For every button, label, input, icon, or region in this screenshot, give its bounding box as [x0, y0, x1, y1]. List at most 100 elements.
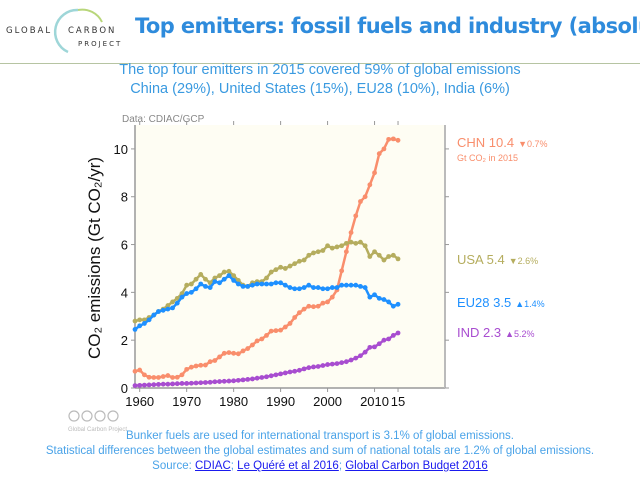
- data-point-eu28: [231, 278, 237, 283]
- data-point-ind: [226, 378, 232, 384]
- data-point-ind: [132, 383, 138, 389]
- data-point-chn: [165, 373, 171, 378]
- data-point-ind: [235, 377, 241, 383]
- subtitle-1: The top four emitters in 2015 covered 59…: [119, 62, 521, 78]
- data-point-eu28: [156, 309, 161, 314]
- data-point-usa: [184, 282, 190, 288]
- data-point-ind: [165, 381, 171, 387]
- data-point-eu28: [320, 286, 326, 292]
- data-point-chn: [170, 375, 175, 380]
- data-point-eu28: [278, 280, 284, 286]
- data-point-chn: [231, 350, 237, 356]
- data-point-ind: [343, 359, 349, 365]
- data-point-chn: [329, 294, 335, 300]
- data-point-ind: [292, 368, 298, 374]
- data-point-chn: [146, 374, 152, 380]
- data-point-usa: [273, 267, 279, 273]
- data-point-eu28: [339, 282, 345, 288]
- data-point-usa: [264, 275, 269, 281]
- data-point-eu28: [174, 300, 180, 306]
- data-point-ind: [156, 382, 161, 387]
- data-point-eu28: [353, 282, 359, 288]
- data-point-ind: [240, 377, 246, 383]
- footer-line-2: Statistical differences between the glob…: [45, 445, 595, 457]
- data-point-usa: [170, 299, 175, 305]
- data-point-eu28: [235, 281, 241, 287]
- data-point-ind: [334, 361, 340, 367]
- data-point-chn: [250, 342, 255, 348]
- plot-area: [135, 125, 445, 388]
- data-point-ind: [376, 341, 382, 347]
- data-point-eu28: [292, 286, 298, 292]
- data-point-usa: [193, 276, 199, 282]
- data-point-chn: [282, 324, 288, 330]
- data-point-eu28: [381, 297, 387, 302]
- data-point-eu28: [217, 280, 222, 286]
- data-point-chn: [386, 136, 392, 142]
- data-point-chn: [259, 336, 265, 342]
- data-point-usa: [174, 295, 180, 301]
- data-point-usa: [207, 280, 213, 286]
- y-tick-label: 8: [121, 190, 128, 205]
- data-point-usa: [137, 317, 143, 323]
- y-tick-label: 10: [114, 142, 128, 157]
- data-point-usa: [278, 264, 284, 270]
- data-point-eu28: [188, 289, 194, 295]
- data-point-eu28: [358, 283, 363, 289]
- data-point-ind: [329, 361, 335, 367]
- data-point-chn: [160, 374, 166, 379]
- data-point-ind: [141, 382, 147, 388]
- x-tick-label: 15: [391, 394, 405, 409]
- data-point-chn: [141, 372, 147, 378]
- data-point-eu28: [372, 292, 377, 298]
- data-point-ind: [315, 364, 321, 369]
- data-point-usa: [381, 257, 387, 263]
- link-global-carbon-budget-2016[interactable]: Global Carbon Budget 2016: [345, 460, 488, 472]
- svg-text:CHN 10.4▼0.7%: CHN 10.4 ▼0.7%: [457, 135, 548, 150]
- data-point-ind: [311, 364, 316, 370]
- data-point-chn: [311, 304, 316, 310]
- data-point-chn: [292, 315, 298, 320]
- data-point-ind: [386, 336, 392, 342]
- svg-text:USA 5.4▼2.6%: USA 5.4 ▼2.6%: [457, 252, 538, 267]
- data-point-usa: [325, 243, 330, 249]
- data-point-ind: [174, 381, 180, 387]
- data-point-eu28: [311, 285, 316, 290]
- data-point-usa: [282, 266, 288, 271]
- data-point-usa: [301, 257, 307, 263]
- data-point-chn: [278, 327, 284, 333]
- data-point-ind: [179, 381, 185, 386]
- y-tick-label: 0: [121, 381, 128, 396]
- data-point-ind: [278, 371, 284, 377]
- data-point-chn: [184, 366, 190, 372]
- data-point-ind: [193, 380, 199, 386]
- data-point-eu28: [296, 286, 302, 292]
- data-point-chn: [362, 194, 368, 200]
- data-point-ind: [146, 382, 152, 388]
- data-point-eu28: [259, 281, 265, 287]
- legend-change: ▼2.6%: [509, 256, 538, 266]
- data-point-eu28: [179, 294, 185, 300]
- data-point-eu28: [268, 281, 274, 287]
- legend-change: ▲1.4%: [515, 299, 544, 309]
- footer-line-1: Bunker fuels are used for international …: [125, 430, 514, 442]
- data-point-chn: [174, 374, 180, 380]
- data-point-usa: [395, 256, 401, 262]
- data-point-ind: [250, 376, 255, 382]
- data-point-chn: [315, 303, 321, 309]
- link-le-quere-2016[interactable]: Le Quéré et al 2016: [237, 460, 339, 472]
- link-cdiac[interactable]: CDIAC: [195, 460, 231, 472]
- data-point-chn: [348, 230, 354, 235]
- data-point-usa: [358, 239, 363, 245]
- data-point-eu28: [325, 286, 330, 292]
- x-tick-label: 1990: [266, 394, 295, 409]
- x-tick-label: 1980: [219, 394, 248, 409]
- data-point-usa: [348, 239, 354, 245]
- data-point-eu28: [348, 282, 354, 288]
- data-point-chn: [306, 303, 312, 309]
- data-point-ind: [268, 373, 274, 379]
- global-carbon-project-logo: GLOBAL CARBON PROJECT: [6, 8, 120, 54]
- data-point-eu28: [132, 327, 138, 332]
- data-point-ind: [301, 366, 307, 372]
- data-point-ind: [231, 378, 237, 384]
